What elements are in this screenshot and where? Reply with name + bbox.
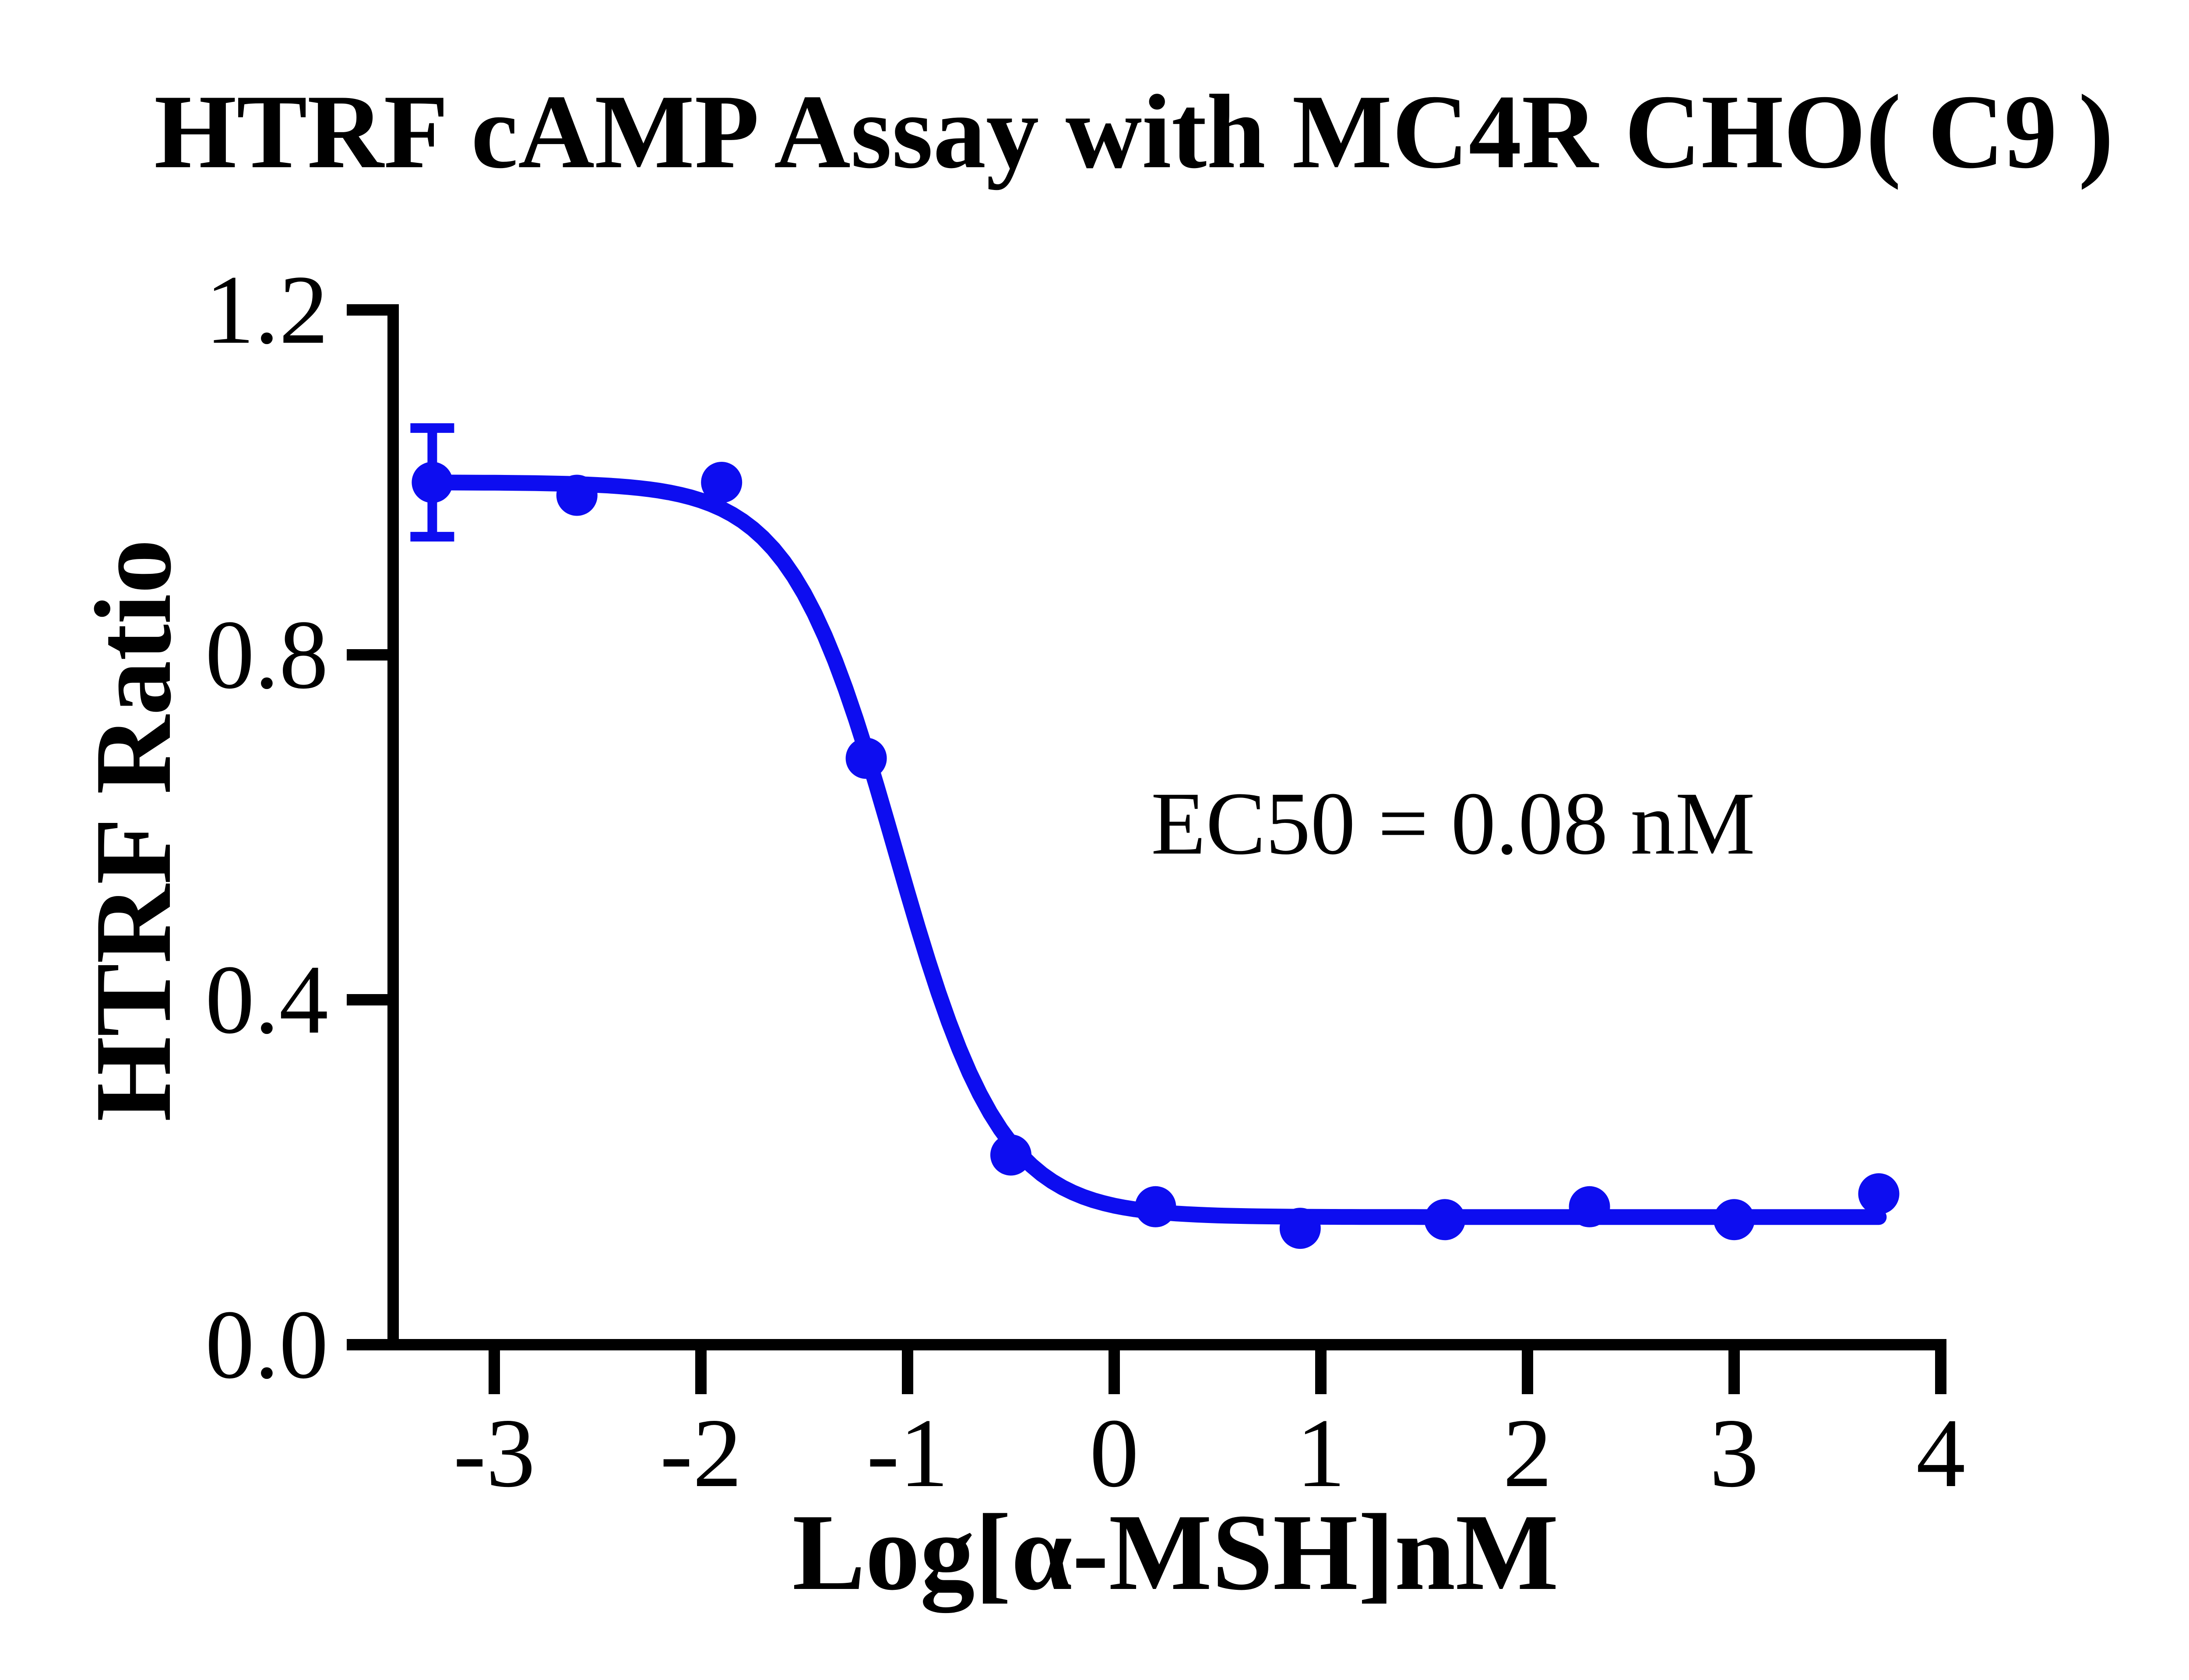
- ec50-annotation: EC50 = 0.08 nM: [1151, 774, 1755, 873]
- x-axis-line: [387, 1339, 1946, 1350]
- y-tick-label: 0.0: [205, 1290, 328, 1399]
- x-tick-mark: [902, 1350, 913, 1394]
- y-tick-mark: [347, 994, 387, 1005]
- data-point: [1858, 1173, 1900, 1215]
- x-tick-mark: [1522, 1350, 1533, 1394]
- data-point: [990, 1134, 1031, 1176]
- x-tick-label: -1: [866, 1398, 948, 1508]
- x-tick-mark: [1315, 1350, 1327, 1394]
- data-point: [1569, 1186, 1610, 1227]
- data-point: [701, 462, 743, 503]
- x-tick-label: 4: [1916, 1398, 1966, 1508]
- x-tick-label: 3: [1710, 1398, 1759, 1508]
- x-tick-mark: [695, 1350, 707, 1394]
- data-point: [1279, 1208, 1321, 1249]
- error-bar-cap-bottom: [410, 532, 454, 542]
- x-tick-mark: [1728, 1350, 1740, 1394]
- x-tick-mark: [1935, 1350, 1946, 1394]
- data-point: [1135, 1186, 1176, 1227]
- x-tick-mark: [1109, 1350, 1120, 1394]
- y-tick-label: 0.4: [205, 945, 328, 1054]
- y-tick-mark: [347, 649, 387, 661]
- y-tick-label: 0.8: [205, 600, 328, 709]
- data-point: [1714, 1199, 1755, 1241]
- y-axis-ticks: 0.0 0.4 0.8 1.2: [205, 255, 387, 1399]
- x-axis-title: Log[α-MSH]nM: [792, 1492, 1559, 1613]
- x-tick-label: 0: [1090, 1398, 1139, 1508]
- y-axis-line: [387, 304, 399, 1350]
- data-point: [845, 738, 887, 779]
- x-axis-ticks: -3 -2 -1 0 1 2 3 4: [453, 1350, 1965, 1508]
- error-bar-cap-top: [410, 423, 454, 433]
- y-tick-mark: [347, 1339, 387, 1350]
- y-tick-mark: [347, 304, 387, 316]
- data-point: [412, 462, 453, 503]
- x-tick-label: 2: [1503, 1398, 1552, 1508]
- x-tick-label: 1: [1296, 1398, 1346, 1508]
- x-tick-label: -3: [453, 1398, 535, 1508]
- data-point: [556, 474, 598, 516]
- chart-title: HTRF cAMP Assay with MC4R CHO( C9 ): [154, 73, 2114, 190]
- y-axis-title: HTRF Ratio: [73, 539, 194, 1122]
- y-tick-label: 1.2: [205, 255, 328, 364]
- data-point: [1424, 1199, 1466, 1241]
- x-tick-mark: [489, 1350, 500, 1394]
- data-points: [412, 462, 1900, 1249]
- x-tick-label: -2: [660, 1398, 742, 1508]
